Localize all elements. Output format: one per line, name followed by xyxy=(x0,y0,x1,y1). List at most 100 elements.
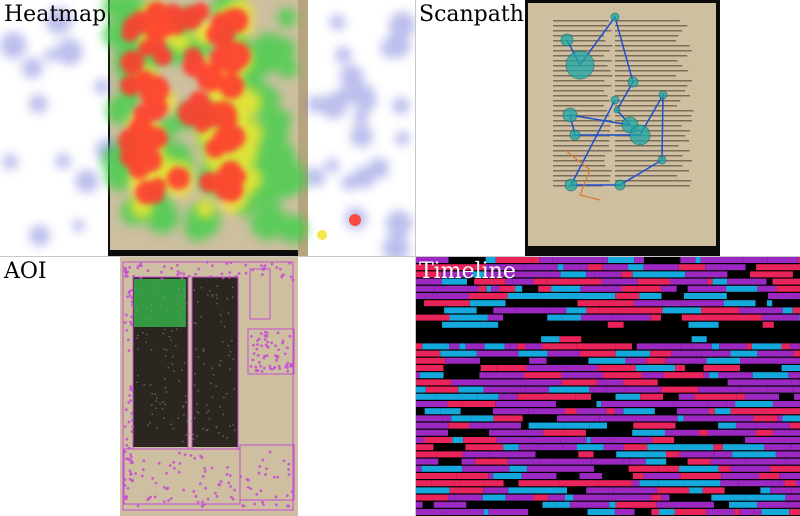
timeline-segment xyxy=(739,509,755,515)
timeline-segment xyxy=(727,379,750,386)
timeline-segment xyxy=(632,343,637,350)
aoi-text-column-right xyxy=(192,277,238,447)
timeline-segment xyxy=(538,285,552,292)
timeline-segment xyxy=(681,300,724,307)
timeline-row xyxy=(415,314,800,321)
timeline-segment xyxy=(705,264,746,271)
scanpath-panel[interactable]: Scanpath xyxy=(415,0,800,257)
timeline-segment xyxy=(679,451,714,458)
timeline-segment xyxy=(779,437,800,443)
timeline-segment xyxy=(622,458,630,465)
timeline-segment xyxy=(718,321,735,328)
timeline-segment xyxy=(495,401,526,407)
timeline-row xyxy=(415,379,800,386)
aoi-canvas xyxy=(120,257,298,516)
timeline-segment xyxy=(766,278,773,285)
timeline-segment xyxy=(440,408,461,415)
timeline-row xyxy=(415,393,800,400)
timeline-segment xyxy=(680,343,692,350)
timeline-segment xyxy=(589,422,608,429)
timeline-segment xyxy=(665,357,707,364)
timeline-segment xyxy=(415,336,450,343)
timeline-segment xyxy=(683,480,721,487)
timeline-segment xyxy=(738,480,780,487)
timeline-segment xyxy=(646,329,664,335)
timeline-row xyxy=(415,278,800,285)
aoi-panel[interactable]: AOI xyxy=(0,257,415,516)
timeline-segment xyxy=(474,278,506,285)
timeline-segment xyxy=(650,314,661,321)
timeline-segment xyxy=(479,372,487,379)
timeline-segment xyxy=(415,386,426,393)
timeline-segment xyxy=(476,307,494,314)
timeline-segment xyxy=(744,437,780,443)
timeline-segment xyxy=(575,393,592,400)
timeline-segment xyxy=(704,437,745,443)
timeline-segment xyxy=(651,509,660,515)
heatmap-hot-layer xyxy=(118,1,251,205)
timeline-segment xyxy=(563,451,579,458)
timeline-segment xyxy=(789,422,800,429)
timeline-segment xyxy=(644,257,681,263)
scanpath-fixation xyxy=(610,95,620,105)
timeline-segment xyxy=(591,458,623,465)
timeline-segment xyxy=(788,372,800,379)
timeline-segment xyxy=(606,386,626,393)
timeline-segment xyxy=(480,321,499,328)
timeline-segment xyxy=(560,271,587,278)
timeline-segment xyxy=(543,429,580,436)
timeline-segment xyxy=(661,386,699,393)
timeline-segment xyxy=(678,264,706,271)
timeline-row xyxy=(415,357,800,364)
timeline-segment xyxy=(548,494,565,501)
timeline-segment xyxy=(634,257,645,263)
timeline-segment xyxy=(662,307,702,314)
timeline-segment xyxy=(776,285,800,292)
timeline-segment xyxy=(598,480,632,487)
timeline-segment xyxy=(779,393,795,400)
timeline-panel[interactable]: Timeline xyxy=(415,257,800,516)
timeline-segment xyxy=(639,480,659,487)
timeline-segment xyxy=(631,480,640,487)
timeline-segment xyxy=(601,401,630,407)
timeline-segment xyxy=(596,401,602,407)
timeline-segment xyxy=(470,415,494,422)
timeline-segment xyxy=(629,401,674,407)
timeline-segment xyxy=(591,393,616,400)
timeline-row xyxy=(415,465,800,472)
heatmap-title: Heatmap xyxy=(4,2,107,27)
timeline-segment xyxy=(498,393,518,400)
timeline-row xyxy=(415,285,800,292)
aoi-box xyxy=(247,328,295,375)
timeline-segment xyxy=(711,494,746,501)
heatmap-panel[interactable]: Heatmap xyxy=(0,0,415,257)
timeline-segment xyxy=(598,365,636,371)
timeline-segment xyxy=(657,487,690,494)
timeline-row xyxy=(415,300,800,307)
timeline-segment xyxy=(681,314,722,321)
timeline-segment xyxy=(673,401,708,407)
timeline-segment xyxy=(415,408,425,415)
timeline-segment xyxy=(576,408,607,415)
timeline-segment xyxy=(782,415,800,422)
timeline-segment xyxy=(634,509,652,515)
timeline-segment xyxy=(735,401,773,407)
timeline-segment xyxy=(574,293,616,299)
timeline-segment xyxy=(730,350,758,357)
timeline-segment xyxy=(586,307,600,314)
timeline-segment xyxy=(615,350,651,357)
timeline-segment xyxy=(564,408,577,415)
timeline-segment xyxy=(751,343,782,350)
timeline-segment xyxy=(698,429,708,436)
timeline-segment xyxy=(656,501,699,508)
timeline-segment xyxy=(415,422,449,429)
timeline-segment xyxy=(701,307,740,314)
timeline-segment xyxy=(415,271,437,278)
timeline-segment xyxy=(566,365,599,371)
timeline-segment xyxy=(541,336,560,343)
timeline-segment xyxy=(515,458,540,465)
timeline-segment xyxy=(669,278,708,285)
timeline-segment xyxy=(466,501,503,508)
timeline-segment xyxy=(614,509,635,515)
timeline-segment xyxy=(533,278,547,285)
